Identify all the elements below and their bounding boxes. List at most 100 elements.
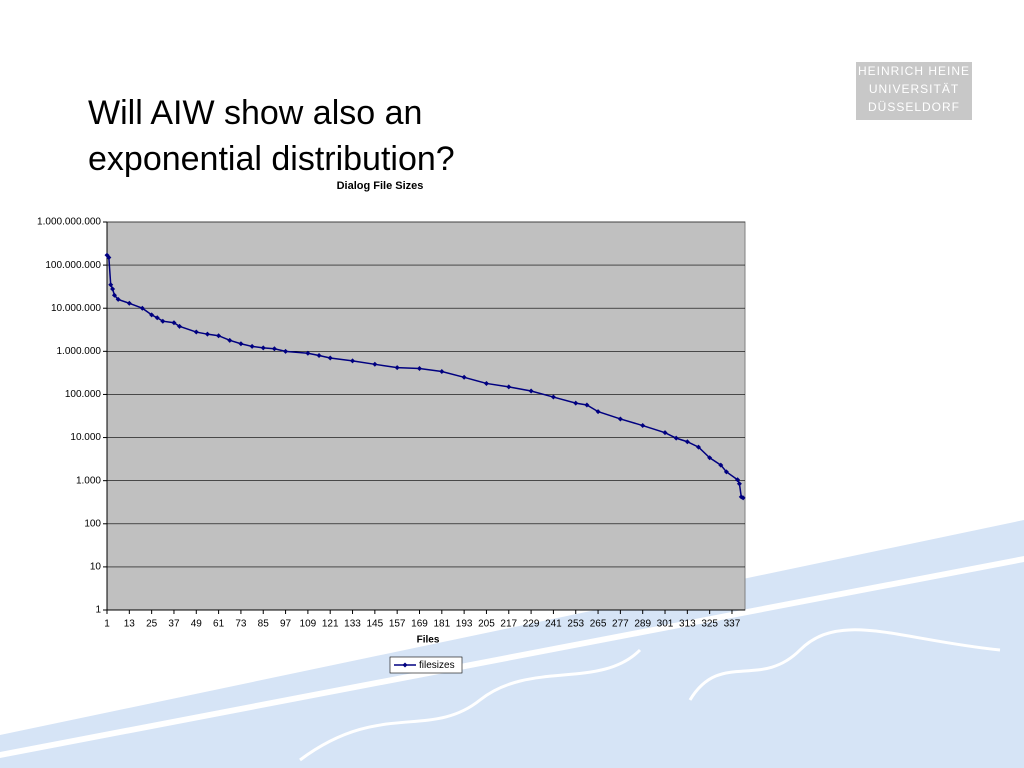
data-point: [416, 365, 422, 371]
data-point: [106, 255, 112, 261]
x-tick-label: 181: [433, 619, 450, 630]
data-point: [723, 469, 729, 475]
data-point: [506, 384, 512, 390]
x-tick-label: 313: [679, 619, 696, 630]
data-point: [617, 416, 623, 422]
y-tick-label: 1.000.000.000: [37, 217, 101, 228]
data-point: [684, 439, 690, 445]
data-point: [271, 346, 277, 352]
y-tick-label: 100.000: [65, 389, 102, 400]
x-axis-label: Files: [417, 635, 440, 646]
y-tick-label: 10.000.000: [51, 303, 101, 314]
data-point: [110, 286, 116, 292]
data-point: [584, 402, 590, 408]
data-point: [740, 495, 746, 501]
data-point: [573, 400, 579, 406]
data-point: [483, 380, 489, 386]
y-tick-label: 1.000: [76, 475, 101, 486]
x-tick-label: 289: [634, 619, 651, 630]
data-point: [249, 343, 255, 349]
data-point: [461, 374, 467, 380]
x-tick-label: 253: [567, 619, 584, 630]
logo: HEINRICH HEINE UNIVERSITÄT DÜSSELDORF: [856, 62, 972, 120]
x-tick-label: 277: [612, 619, 629, 630]
data-point: [350, 358, 356, 364]
y-tick-label: 10: [90, 562, 102, 573]
x-tick-label: 121: [322, 619, 339, 630]
x-tick-label: 337: [724, 619, 741, 630]
data-point: [595, 409, 601, 415]
x-tick-label: 1: [104, 619, 110, 630]
x-tick-label: 109: [300, 619, 317, 630]
x-tick-label: 169: [411, 619, 428, 630]
data-point: [673, 435, 679, 441]
legend-label: filesizes: [419, 660, 455, 671]
data-point: [238, 341, 244, 347]
white-stripe: [0, 556, 1024, 758]
data-point: [139, 305, 145, 311]
data-point: [227, 337, 233, 343]
data-point: [394, 365, 400, 371]
data-point: [316, 353, 322, 359]
data-point: [160, 318, 166, 324]
x-tick-label: 301: [657, 619, 674, 630]
data-point: [260, 345, 266, 351]
x-tick-label: 85: [258, 619, 270, 630]
x-tick-label: 73: [235, 619, 247, 630]
plot-area: [106, 221, 746, 611]
logo-line: UNIVERSITÄT: [868, 82, 960, 96]
legend-box: [389, 656, 463, 674]
data-point: [439, 369, 445, 375]
data-point: [171, 320, 177, 326]
x-tick-label: 97: [280, 619, 292, 630]
logo-line: HEINRICH HEINE: [857, 64, 970, 78]
data-point: [305, 350, 311, 356]
x-tick-label: 61: [213, 619, 225, 630]
y-tick-label: 100.000.000: [45, 260, 101, 271]
x-tick-label: 25: [146, 619, 158, 630]
data-point: [126, 300, 132, 306]
data-point: [115, 296, 121, 302]
data-point: [111, 292, 117, 298]
data-point: [177, 323, 183, 329]
x-tick-label: 229: [523, 619, 540, 630]
y-tick-label: 10.000: [70, 432, 101, 443]
x-tick-label: 217: [500, 619, 517, 630]
data-point: [372, 361, 378, 367]
data-point: [149, 312, 155, 318]
x-tick-label: 157: [389, 619, 406, 630]
x-tick-label: 325: [701, 619, 718, 630]
x-tick-label: 49: [191, 619, 203, 630]
data-point: [204, 331, 210, 337]
legend-marker: [402, 662, 408, 668]
x-tick-label: 13: [124, 619, 136, 630]
data-point: [528, 388, 534, 394]
x-tick-label: 133: [344, 619, 361, 630]
data-point: [283, 348, 289, 354]
data-point: [327, 355, 333, 361]
x-tick-label: 241: [545, 619, 562, 630]
x-tick-label: 265: [590, 619, 607, 630]
chart-title: Dialog File Sizes: [337, 180, 424, 192]
data-point: [695, 444, 701, 450]
y-tick-label: 1: [95, 605, 101, 616]
y-tick-label: 1.000.000: [57, 346, 102, 357]
signature: [299, 628, 1001, 762]
x-tick-label: 145: [367, 619, 384, 630]
data-point: [216, 333, 222, 339]
data-point: [154, 315, 160, 321]
data-point: [108, 282, 114, 288]
data-point: [193, 329, 199, 335]
y-tick-label: 100: [84, 518, 101, 529]
x-tick-label: 205: [478, 619, 495, 630]
x-tick-label: 193: [456, 619, 473, 630]
data-point: [550, 394, 556, 400]
logo-line: DÜSSELDORF: [867, 100, 960, 114]
data-point: [707, 455, 713, 461]
data-point: [640, 423, 646, 429]
data-point: [735, 477, 741, 483]
data-point: [718, 462, 724, 468]
